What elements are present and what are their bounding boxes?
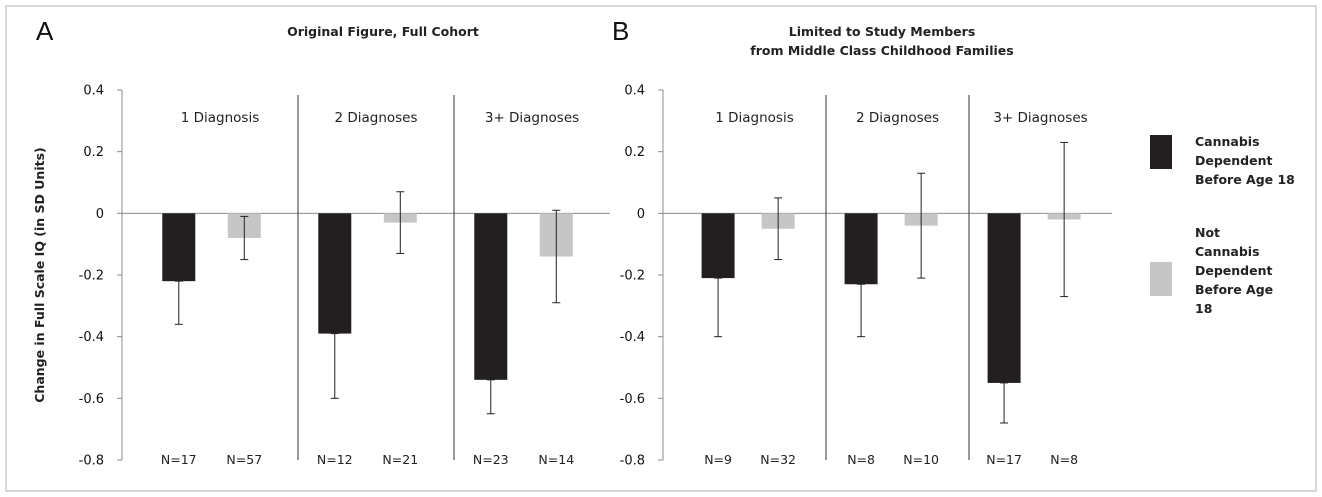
legend-not-cannabis-line-5: 18	[1195, 301, 1212, 316]
n-label: N=8	[1050, 452, 1078, 467]
legend-not-cannabis-line-3: Dependent	[1195, 263, 1273, 278]
y-tick-label: -0.4	[79, 330, 104, 345]
panel-a-plot: 0.4 0.2 0 -0.2 -0.4 -0.6 -0.8 1 Diagnosis 2 Diag…	[79, 84, 610, 469]
n-label: N=57	[226, 452, 262, 467]
error-bar	[917, 172, 926, 279]
error-bar	[486, 379, 495, 415]
y-tick-label: 0	[637, 207, 645, 222]
error-bar	[174, 280, 183, 325]
group-label: 1 Diagnosis	[715, 110, 794, 126]
bar-cannabis	[162, 213, 196, 282]
error-bar	[330, 333, 339, 399]
n-label: N=17	[161, 452, 197, 467]
group-label: 1 Diagnosis	[181, 110, 260, 126]
group-label: 2 Diagnoses	[856, 110, 939, 126]
error-bar	[552, 209, 561, 304]
y-tick-label: -0.6	[620, 392, 645, 407]
panel-b-plot: 0.4 0.2 0 -0.2 -0.4 -0.6 -0.8 1 Diagnosis 2 Diag…	[620, 84, 1112, 469]
bar-cannabis	[318, 213, 352, 334]
group-label: 3+ Diagnoses	[993, 110, 1087, 126]
n-label: N=23	[473, 452, 509, 467]
panel-a-title-line-1: Original Figure, Full Cohort	[287, 24, 479, 39]
legend-not-cannabis-line-2: Cannabis	[1195, 244, 1260, 259]
y-tick-label: -0.2	[620, 269, 645, 284]
n-label: N=17	[986, 452, 1022, 467]
panel-a-letter: A	[36, 16, 54, 46]
error-bar	[396, 191, 405, 254]
error-bar	[774, 197, 783, 261]
y-tick-label: 0	[96, 207, 104, 222]
y-tick-label: 0.2	[83, 145, 104, 160]
error-bar	[714, 277, 723, 338]
error-bar	[1000, 382, 1009, 424]
legend-not-cannabis-line-1: Not	[1195, 225, 1220, 240]
error-bar	[240, 215, 249, 261]
y-axis-label: Change in Full Scale IQ (in SD Units)	[32, 147, 47, 403]
group-label: 2 Diagnoses	[334, 110, 417, 126]
panel-b-letter: B	[612, 16, 629, 46]
bar-cannabis	[701, 213, 735, 279]
n-label: N=8	[847, 452, 875, 467]
plot-area: 0.4 0.2 0 -0.2 -0.4 -0.6 -0.8 1 Diagnosis 2 Diag…	[79, 84, 1112, 469]
legend-cannabis-line-2: Dependent	[1195, 153, 1273, 168]
n-label: N=9	[704, 452, 732, 467]
group-label: 3+ Diagnoses	[485, 110, 579, 126]
y-tick-label: -0.6	[79, 392, 104, 407]
legend-swatch-not-cannabis	[1150, 262, 1172, 296]
bar-cannabis	[844, 213, 878, 285]
error-bar	[1060, 141, 1069, 298]
legend: Cannabis Dependent Before Age 18 Not Can…	[1150, 134, 1295, 316]
panel-b-title-line-2: from Middle Class Childhood Families	[750, 43, 1013, 58]
y-tick-label: -0.8	[620, 454, 645, 469]
legend-cannabis-line-1: Cannabis	[1195, 134, 1260, 149]
n-label: N=12	[317, 452, 353, 467]
y-tick-label: -0.8	[79, 454, 104, 469]
y-tick-label: 0.4	[624, 84, 645, 99]
n-label: N=14	[538, 452, 574, 467]
legend-not-cannabis-line-4: Before Age	[1195, 282, 1273, 297]
legend-cannabis-line-3: Before Age 18	[1195, 172, 1295, 187]
y-tick-label: -0.4	[620, 330, 645, 345]
bar-cannabis	[987, 213, 1021, 383]
y-tick-label: 0.2	[624, 145, 645, 160]
n-label: N=32	[760, 452, 796, 467]
y-tick-label: 0.4	[83, 84, 104, 99]
figure-frame	[5, 5, 1317, 492]
n-label: N=21	[382, 452, 418, 467]
panel-b-title-line-1: Limited to Study Members	[789, 24, 976, 39]
error-bar	[857, 283, 866, 338]
bar-cannabis	[474, 213, 508, 380]
y-tick-label: -0.2	[79, 269, 104, 284]
n-label: N=10	[903, 452, 939, 467]
legend-swatch-cannabis	[1150, 135, 1172, 169]
